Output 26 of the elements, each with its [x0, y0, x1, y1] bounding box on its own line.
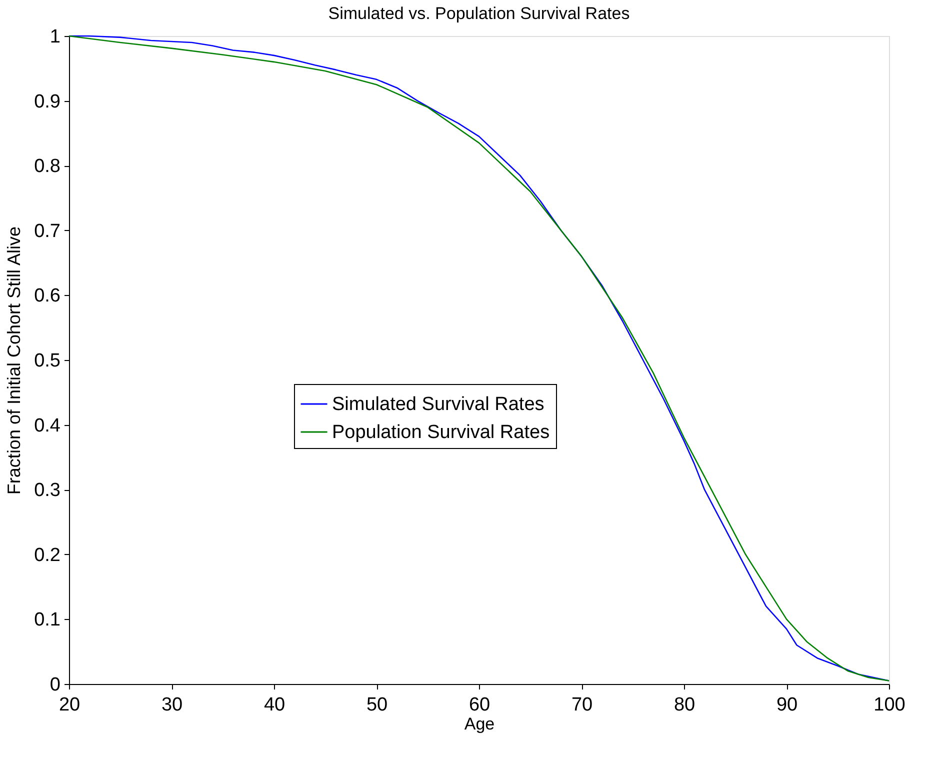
- y-tick-label: 0.3: [34, 480, 60, 502]
- y-tick-label: 0.5: [34, 350, 60, 372]
- y-tick-label: 1: [50, 26, 60, 48]
- y-tick-label: 0.7: [34, 220, 60, 242]
- y-axis-title: Fraction of Initial Cohort Still Alive: [4, 226, 24, 495]
- y-tick-label: 0.4: [34, 415, 61, 436]
- y-tick-label: 0.9: [34, 91, 60, 112]
- y-tick-label: 0.1: [34, 610, 60, 631]
- chart-title: Simulated vs. Population Survival Rates: [328, 4, 630, 23]
- x-tick-label: 30: [161, 694, 183, 716]
- x-axis-title: Age: [464, 714, 495, 734]
- line-series: [68, 35, 890, 682]
- x-tick-label: 70: [571, 694, 593, 716]
- x-tick-label: 20: [58, 694, 80, 716]
- x-tick-label: 50: [366, 694, 388, 716]
- y-tick-label: 0.8: [34, 156, 60, 178]
- y-tick-label: 0: [50, 674, 60, 696]
- legend-label: Simulated Survival Rates: [332, 394, 544, 415]
- y-tick-label: 0.2: [34, 544, 60, 566]
- x-tick-label: 100: [874, 694, 906, 716]
- legend-label: Population Survival Rates: [332, 422, 550, 443]
- y-tick-label: 0.6: [34, 286, 60, 307]
- x-tick-label: 80: [674, 694, 696, 716]
- x-tick-label: 90: [776, 694, 798, 716]
- x-tick-label: 60: [468, 694, 490, 716]
- x-tick-label: 40: [264, 694, 286, 716]
